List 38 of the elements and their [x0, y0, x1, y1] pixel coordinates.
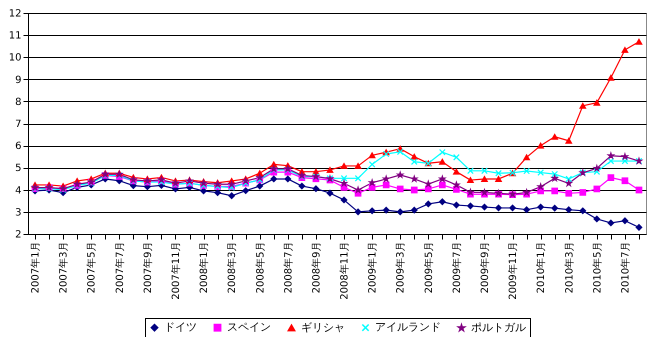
y-tick-label: 5: [15, 163, 22, 174]
x-tick-label: 2007年5月: [86, 242, 98, 294]
x-tick-label: 2007年7月: [114, 242, 126, 294]
x-tick-label: 2010年3月: [563, 242, 576, 294]
x-tick-label: 2009年9月: [478, 242, 491, 294]
y-tick-label: 10: [8, 52, 22, 64]
x-tick-label: 2007年1月: [30, 242, 42, 294]
x-tick-label: 2008年9月: [310, 242, 322, 294]
x-tick-label: 2009年3月: [394, 242, 407, 294]
x-tick-label: 2007年3月: [58, 242, 70, 294]
x-tick-label: 2007年9月: [142, 242, 154, 294]
x-tick-label: 2010年1月: [535, 242, 548, 294]
y-tick-label: 7: [15, 119, 22, 130]
x-tick-label: 2009年7月: [450, 242, 463, 294]
x-tick-label: 2008年1月: [198, 242, 210, 294]
legend-label: スペイン: [227, 320, 271, 334]
legend-label: ポルトガル: [471, 320, 526, 334]
x-tick-label: 2008年5月: [254, 242, 266, 294]
y-tick-label: 3: [15, 207, 22, 218]
x-tick-label: 2009年5月: [422, 242, 435, 294]
legend-label: ギリシャ: [301, 320, 345, 334]
y-tick-label: 6: [15, 141, 22, 152]
x-tick-label: 2010年7月: [619, 242, 632, 294]
y-tick-label: 12: [8, 8, 22, 20]
x-tick-label: 2008年7月: [282, 242, 294, 294]
x-tick-label: 2010年5月: [591, 242, 604, 294]
y-tick-label: 8: [15, 96, 22, 108]
y-tick-label: 4: [15, 185, 22, 196]
x-tick-label: 2007年11月: [170, 242, 182, 300]
y-tick-label: 9: [15, 74, 22, 86]
legend-label: アイルランド: [375, 320, 441, 334]
x-tick-label: 2008年3月: [226, 242, 238, 294]
x-tick-label: 2009年1月: [366, 242, 379, 294]
x-tick-label: 2009年11月: [507, 242, 520, 300]
x-tick-label: 2008年11月: [338, 242, 351, 300]
legend-label: ドイツ: [164, 320, 197, 334]
y-tick-label: 11: [8, 30, 22, 42]
y-tick-label: 2: [15, 230, 22, 240]
